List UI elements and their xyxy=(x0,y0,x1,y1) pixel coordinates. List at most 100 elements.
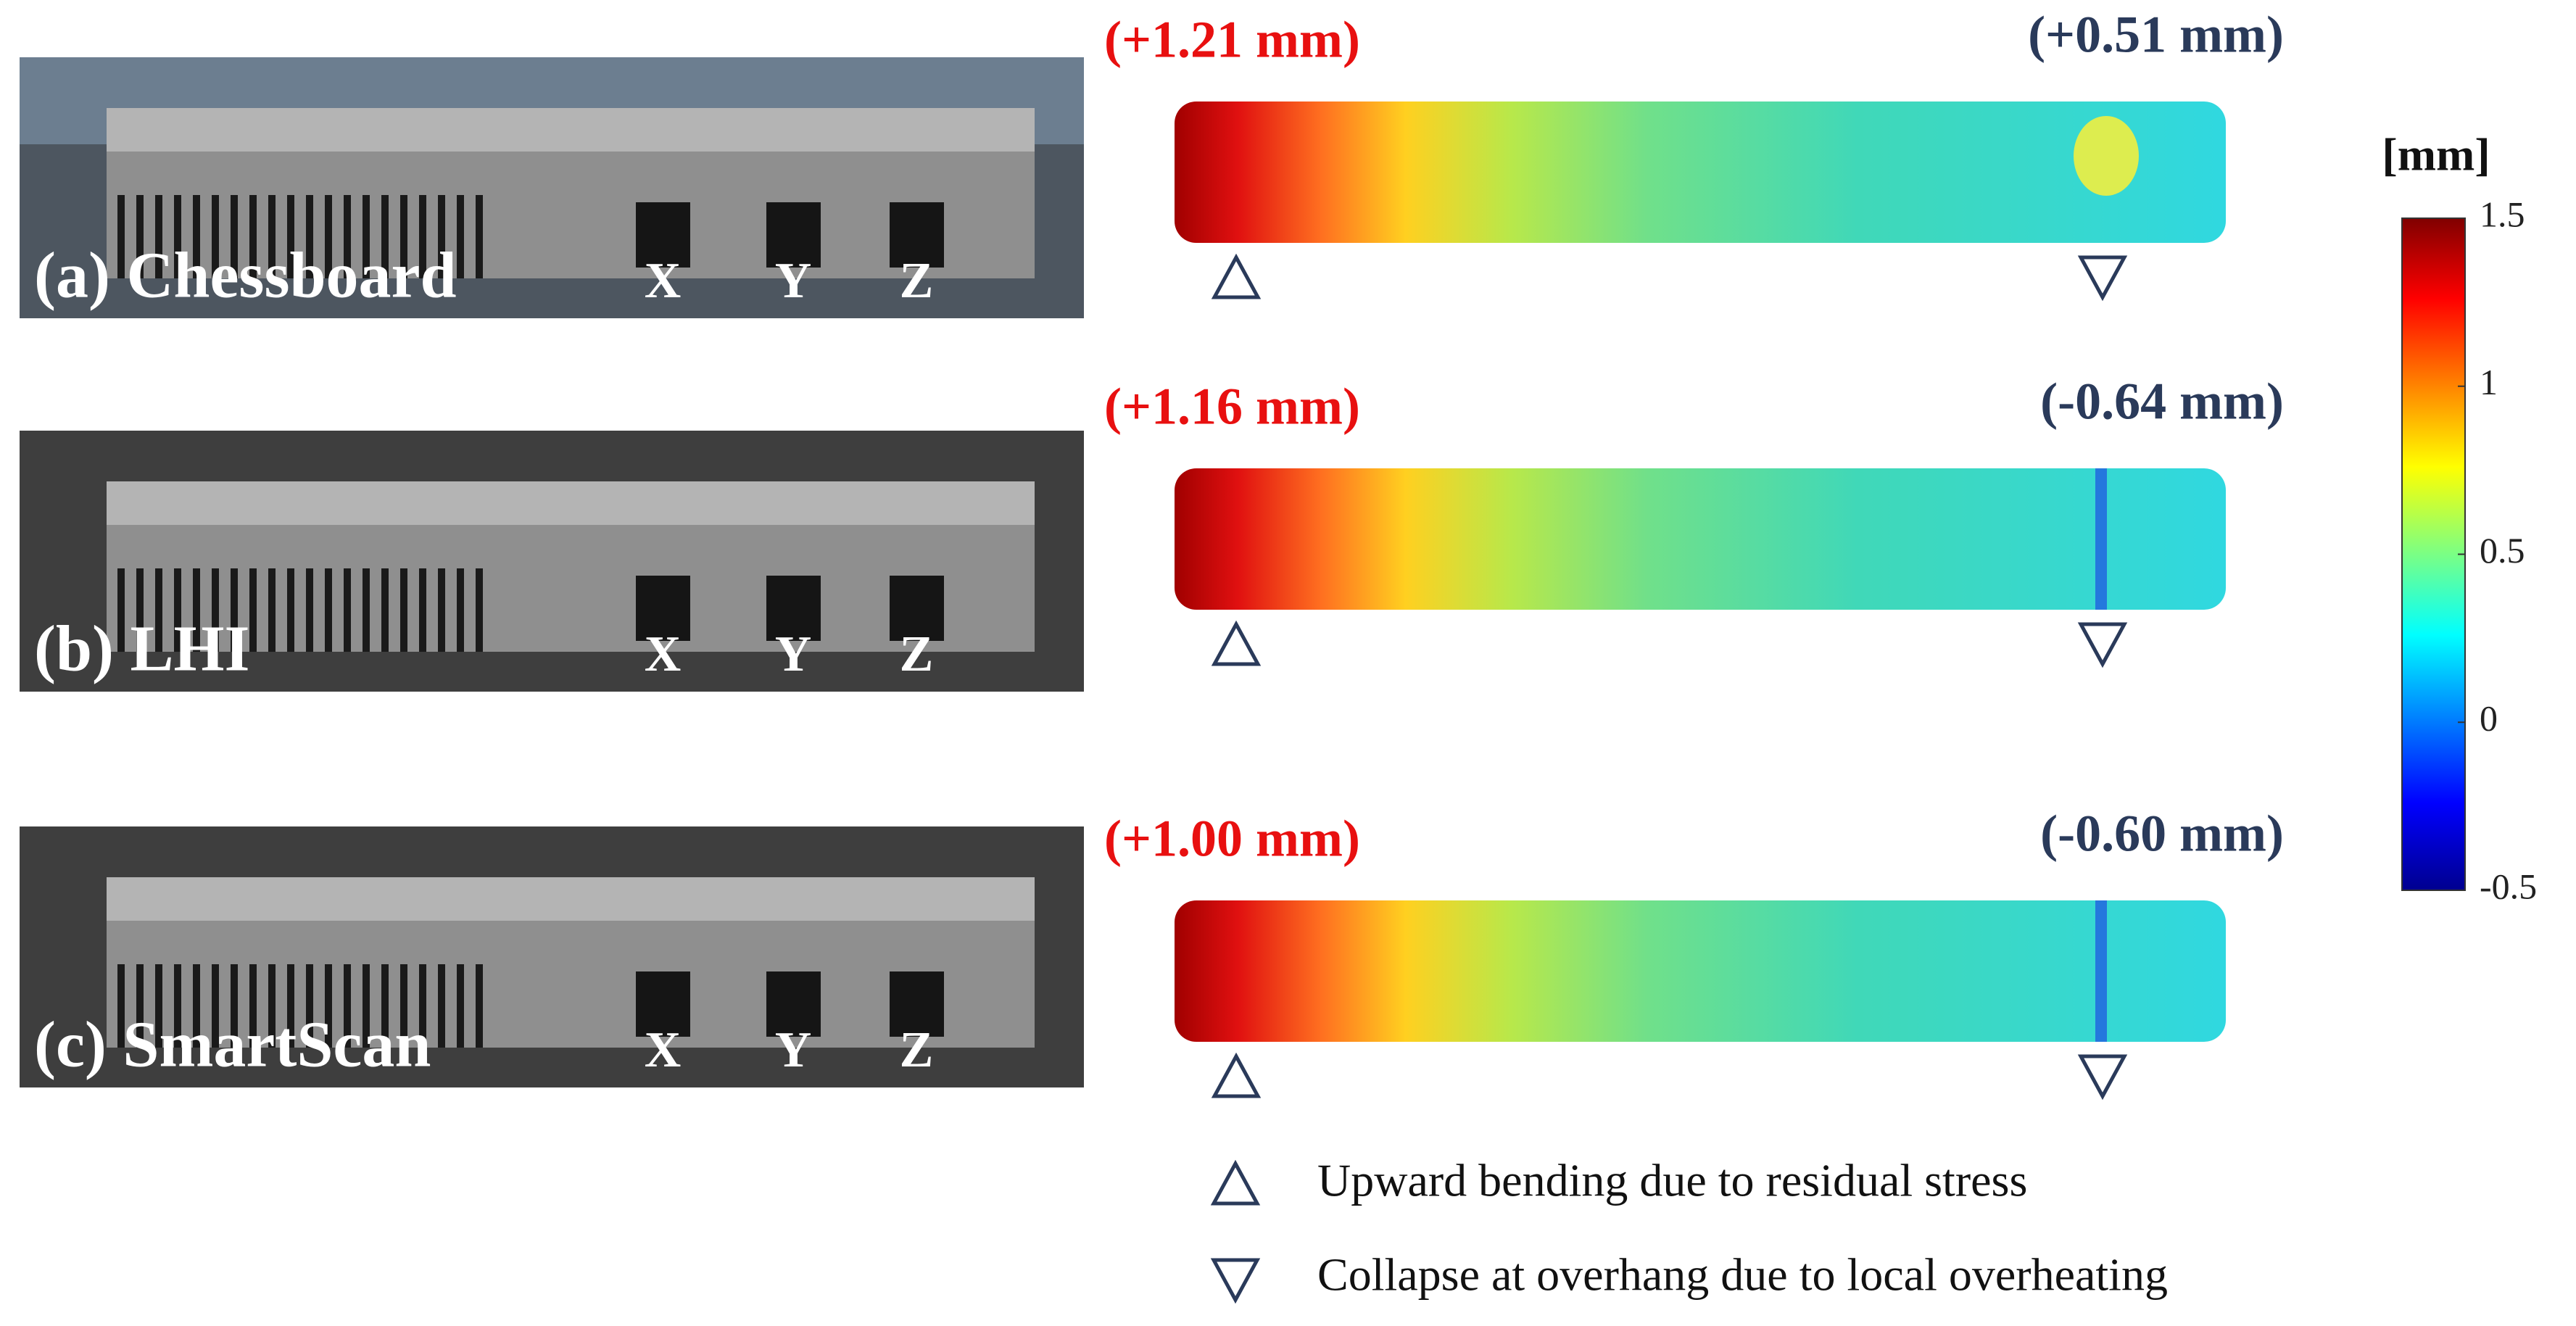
hole-label: Y xyxy=(775,1022,812,1078)
comb-tooth xyxy=(363,568,370,652)
comb-tooth xyxy=(325,568,332,652)
comb-tooth xyxy=(231,568,238,652)
down-triangle xyxy=(2077,1054,2128,1101)
hot-spot xyxy=(2074,116,2139,196)
comb-tooth xyxy=(381,195,389,278)
comb-tooth xyxy=(136,568,144,652)
overhang-deviation: (-0.60 mm) xyxy=(2040,805,2284,863)
comb-tooth xyxy=(419,568,426,652)
comb-tooth xyxy=(117,195,125,278)
comb-tooth xyxy=(155,568,162,652)
colorbar-tick-label: 1.5 xyxy=(2480,194,2525,234)
up-triangle xyxy=(1211,253,1262,299)
hole xyxy=(890,576,944,641)
comb-tooth xyxy=(457,195,464,278)
comb-tooth xyxy=(400,568,407,652)
comb-tooth xyxy=(268,964,276,1048)
comb-tooth xyxy=(457,964,464,1048)
bar-top xyxy=(107,877,1035,921)
comb-tooth xyxy=(306,964,313,1048)
comb-tooth xyxy=(193,195,200,278)
comb-tooth xyxy=(306,568,313,652)
panel-label: (b) LHI xyxy=(34,613,250,685)
comb-tooth xyxy=(325,964,332,1048)
comb-tooth xyxy=(212,568,219,652)
comb-tooth xyxy=(212,195,219,278)
max-deviation: (+1.16 mm) xyxy=(1104,378,1360,436)
up-triangle-symbol xyxy=(1210,1159,1261,1206)
hole xyxy=(636,576,690,641)
deviation-map xyxy=(1175,468,2226,610)
hole xyxy=(636,202,690,268)
comb-tooth xyxy=(381,964,389,1048)
bar-top xyxy=(107,108,1035,152)
legend-text: Collapse at overhang due to local overhe… xyxy=(1317,1249,2168,1301)
bar-top xyxy=(107,481,1035,525)
comb-tooth xyxy=(287,964,294,1048)
comb-tooth xyxy=(419,195,426,278)
comb-tooth xyxy=(155,195,162,278)
comb-tooth xyxy=(381,568,389,652)
comb-tooth xyxy=(287,568,294,652)
hole-label: X xyxy=(645,626,682,682)
comb-tooth xyxy=(438,964,445,1048)
comb-tooth xyxy=(419,964,426,1048)
up-triangle xyxy=(1211,620,1262,666)
comb-tooth xyxy=(117,568,125,652)
collapse-line xyxy=(2095,468,2107,610)
comb-tooth xyxy=(363,195,370,278)
bar-front xyxy=(107,525,1035,652)
comb-tooth xyxy=(155,964,162,1048)
comb-tooth xyxy=(231,964,238,1048)
panel-label: (c) SmartScan xyxy=(34,1009,431,1081)
comb-tooth xyxy=(249,568,257,652)
comb-tooth xyxy=(325,195,332,278)
hole xyxy=(766,971,821,1037)
deviation-map xyxy=(1175,900,2226,1042)
hole xyxy=(890,202,944,268)
hole-label: X xyxy=(645,1022,682,1078)
up-triangle xyxy=(1211,1052,1262,1098)
specimen-photo: X Y Z (a) Chessboard xyxy=(20,57,1084,318)
colorbar-tick-label: -0.5 xyxy=(2480,866,2537,906)
comb-tooth xyxy=(174,568,181,652)
comb-tooth xyxy=(438,568,445,652)
comb-tooth xyxy=(249,964,257,1048)
hole xyxy=(636,971,690,1037)
comb-tooth xyxy=(212,964,219,1048)
comb-tooth xyxy=(400,964,407,1048)
comb-tooth xyxy=(363,964,370,1048)
comb-tooth xyxy=(457,568,464,652)
legend-text: Upward bending due to residual stress xyxy=(1317,1155,2027,1206)
down-triangle-symbol xyxy=(1210,1258,1261,1304)
comb-tooth xyxy=(344,568,351,652)
hole-label: Y xyxy=(775,626,812,682)
panel-label: (a) Chessboard xyxy=(34,240,457,312)
colorbar-tick-label: 0.5 xyxy=(2480,530,2525,571)
comb-tooth xyxy=(476,568,483,652)
legend: Upward bending due to residual stress Co… xyxy=(1210,1155,2168,1304)
comb-tooth xyxy=(174,195,181,278)
comb-tooth xyxy=(287,195,294,278)
comb-tooth xyxy=(136,964,144,1048)
comb-tooth xyxy=(174,964,181,1048)
down-triangle xyxy=(2077,622,2128,668)
comb-tooth xyxy=(231,195,238,278)
collapse-line xyxy=(2095,900,2107,1042)
hole-label: Z xyxy=(900,626,934,682)
max-deviation: (+1.21 mm) xyxy=(1104,11,1360,69)
comb-tooth xyxy=(268,195,276,278)
comb-tooth xyxy=(400,195,407,278)
bar-front xyxy=(107,152,1035,278)
hole-label: Z xyxy=(900,253,934,309)
comb-tooth xyxy=(136,195,144,278)
max-deviation: (+1.00 mm) xyxy=(1104,810,1360,868)
comb-tooth xyxy=(117,964,125,1048)
hole-label: X xyxy=(645,253,682,309)
specimen-photo: X Y Z (c) SmartScan xyxy=(20,826,1084,1087)
overhang-deviation: (-0.64 mm) xyxy=(2040,373,2284,431)
comb-tooth xyxy=(249,195,257,278)
specimen-photo: X Y Z (b) LHI xyxy=(20,431,1084,692)
hole-label: Z xyxy=(900,1022,934,1078)
